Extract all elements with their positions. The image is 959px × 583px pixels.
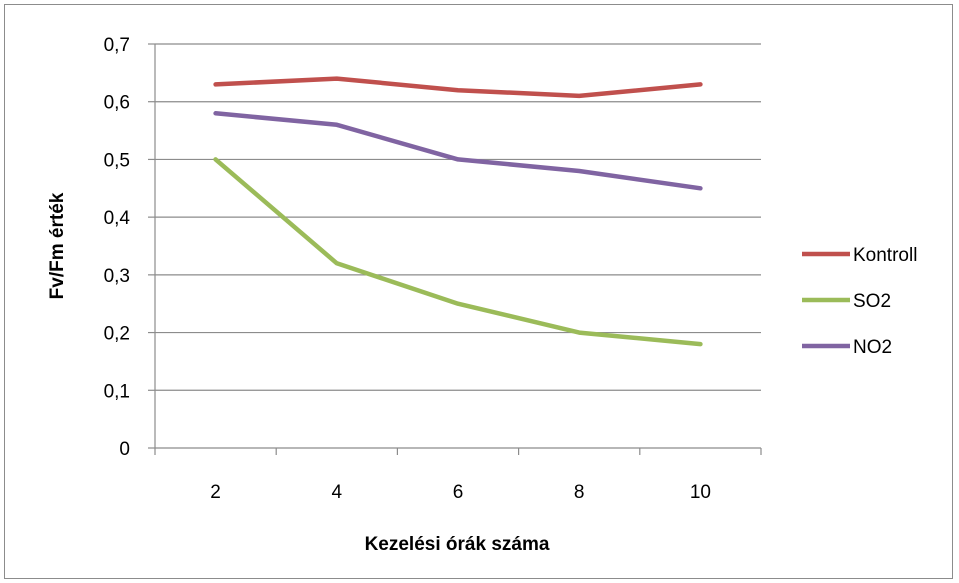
series-lines [213,76,703,347]
legend: Kontroll SO2 NO2 [802,245,917,358]
y-tick-label: 0,3 [104,266,130,287]
y-tick-label: 0,6 [104,93,130,114]
x-tick-label: 4 [332,482,343,503]
x-tick-label: 2 [210,482,221,503]
y-tick-label: 0,7 [104,35,130,56]
y-tick-label: 0,2 [104,324,130,345]
legend-label-so2: SO2 [853,291,891,312]
y-axis-title: Fv/Fm érték [47,192,68,299]
legend-label-no2: NO2 [853,337,892,358]
series-line-no2 [213,111,703,191]
series-line-so2 [213,157,703,347]
y-tick-labels: 0 0,1 0,2 0,3 0,4 0,5 0,6 0,7 [104,35,131,460]
series-line-kontroll [213,76,703,99]
chart-frame [4,4,953,579]
x-axis-title: Kezelési órák száma [365,534,550,555]
y-tick-label: 0,1 [104,381,130,402]
gridlines [155,43,761,391]
y-tick-label: 0,5 [104,150,130,171]
x-tick-labels: 2 4 6 8 10 [210,482,711,503]
axes [148,43,762,455]
x-tick-label: 8 [574,482,585,503]
x-tick-label: 10 [690,482,711,503]
y-tick-label: 0 [119,439,130,460]
y-tick-label: 0,4 [104,208,131,229]
x-tick-label: 6 [453,482,464,503]
legend-label-kontroll: Kontroll [853,245,917,266]
